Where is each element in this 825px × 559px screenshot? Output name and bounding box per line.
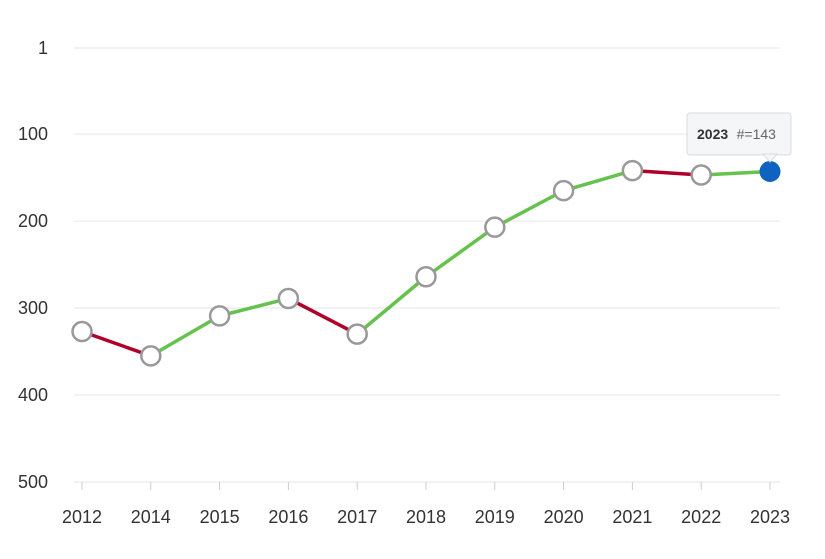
data-point[interactable] xyxy=(484,216,506,238)
line-segment xyxy=(286,296,359,336)
x-tick-label: 2012 xyxy=(62,507,102,527)
line-segment xyxy=(80,329,153,358)
x-tick-label: 2020 xyxy=(544,507,584,527)
data-point[interactable] xyxy=(346,323,368,345)
data-point[interactable] xyxy=(415,265,437,288)
x-tick-label: 2019 xyxy=(475,507,515,527)
line-segment xyxy=(149,314,222,358)
tooltip-text: 2023 #=143 xyxy=(697,126,776,143)
y-tick-label: 100 xyxy=(18,124,48,144)
line-segment xyxy=(217,296,291,318)
x-tick-label: 2016 xyxy=(268,507,308,527)
x-tick-label: 2017 xyxy=(337,507,377,527)
data-point[interactable] xyxy=(277,287,300,310)
tooltip-box xyxy=(686,112,792,156)
data-point[interactable] xyxy=(690,164,712,186)
x-tick-label: 2021 xyxy=(612,507,652,527)
data-point[interactable] xyxy=(621,159,644,182)
line-segment xyxy=(630,168,703,177)
data-point[interactable] xyxy=(140,345,162,367)
y-axis: 1 100 200 300 400 500 xyxy=(18,38,48,492)
x-axis: 2012 2014 2015 2016 2017 2018 2019 2020 2021 2022… xyxy=(62,482,790,527)
line-segment xyxy=(424,225,497,279)
y-tick-label: 400 xyxy=(18,385,48,405)
data-point-highlighted[interactable] xyxy=(759,161,781,183)
tooltip-year: 2023 xyxy=(697,126,728,142)
x-tick-label: 2022 xyxy=(681,507,721,527)
data-point[interactable] xyxy=(552,179,575,202)
x-tick-label: 2014 xyxy=(131,507,171,527)
y-tick-label: 500 xyxy=(18,472,48,492)
x-tick-label: 2015 xyxy=(200,507,240,527)
line-segment xyxy=(699,169,772,177)
tooltip: 2023 #=143 xyxy=(686,112,792,163)
line-segment xyxy=(493,188,566,229)
line-segment xyxy=(355,274,428,336)
y-tick-label: 300 xyxy=(18,298,48,318)
x-tick-label: 2018 xyxy=(406,507,446,527)
tooltip-rank: #=143 xyxy=(737,126,777,142)
y-tick-label: 200 xyxy=(18,211,48,231)
tooltip-pointer xyxy=(761,153,779,163)
x-tick-label: 2023 xyxy=(750,507,790,527)
gridlines xyxy=(74,47,780,483)
data-point[interactable] xyxy=(208,305,231,327)
y-tick-label: 1 xyxy=(38,38,48,58)
data-point[interactable] xyxy=(71,320,93,343)
line-segment xyxy=(561,168,635,193)
series-points xyxy=(71,159,781,367)
series-line xyxy=(80,168,772,358)
